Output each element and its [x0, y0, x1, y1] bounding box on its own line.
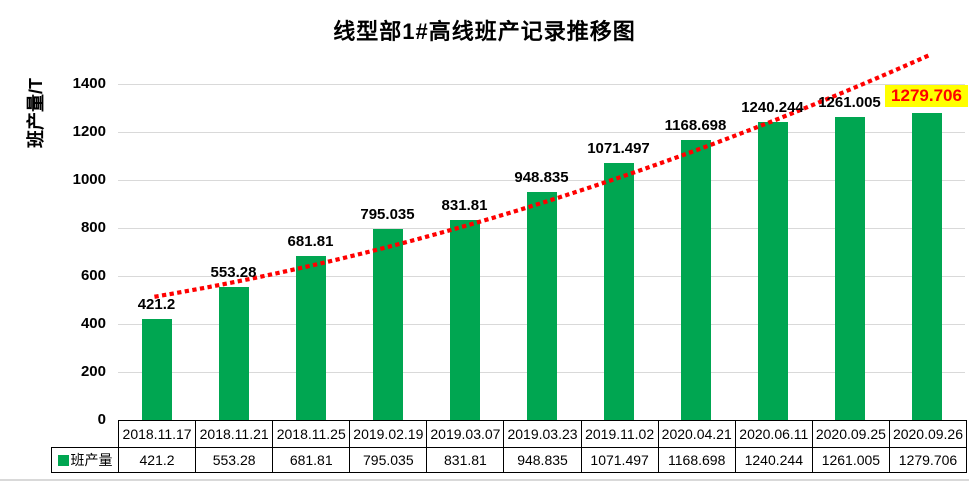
- y-tick-label: 200: [80, 363, 106, 380]
- bar-data-label: 1240.244: [713, 99, 833, 116]
- chart-title: 线型部1#高线班产记录推移图: [333, 19, 636, 44]
- bar-data-label-text: 1240.244: [741, 99, 804, 117]
- table-value-cell: 795.035: [350, 448, 428, 472]
- table-legend-cell: 班产量: [52, 448, 119, 472]
- bar-data-label: 1168.698: [636, 117, 756, 134]
- table-value-cell: 1279.706: [898, 452, 958, 468]
- bar-data-label: 831.81: [405, 197, 525, 214]
- y-tick-label: 1200: [72, 123, 106, 140]
- bar: [141, 318, 172, 420]
- table-date-cell: 2018.11.17: [119, 421, 197, 447]
- bottom-edge-line: [0, 479, 969, 481]
- y-axis-title: 班产量/T: [26, 78, 46, 148]
- bar-data-label-text: 1071.497: [587, 139, 650, 157]
- bar-data-label: 681.81: [251, 233, 371, 250]
- table-value-cell: 421.2: [119, 448, 197, 472]
- bar: [834, 117, 865, 420]
- bar-data-label-text: 553.28: [210, 264, 257, 282]
- bar-data-label-text: 681.81: [287, 233, 334, 251]
- bar-data-label: 1279.706: [867, 84, 969, 107]
- bar: [218, 287, 249, 420]
- y-tick-label: 1400: [72, 75, 106, 92]
- bar: [603, 162, 634, 420]
- table-value-cell: 553.28: [196, 448, 274, 472]
- table-date-cell: 2019.02.19: [350, 421, 428, 447]
- bar: [449, 220, 480, 420]
- bar-data-label-text: 1168.698: [664, 116, 727, 134]
- bar-data-label: 421.2: [97, 296, 217, 313]
- bar: [526, 192, 557, 420]
- y-tick-label: 600: [80, 267, 106, 284]
- table-value-cell: 681.81: [273, 448, 351, 472]
- gridline: [118, 83, 965, 85]
- table-value-cell: 1240.244: [736, 448, 813, 472]
- table-date-cell: 2019.03.07: [427, 421, 505, 447]
- y-tick-label: 1000: [72, 171, 106, 188]
- bar-data-label-text: 948.835: [514, 169, 569, 187]
- table-date-cell: 2019.11.02: [582, 421, 659, 447]
- legend-label: 班产量: [70, 452, 113, 468]
- legend-marker-icon: [57, 454, 69, 466]
- table-value-cell: 1261.005: [813, 448, 890, 472]
- bar: [372, 229, 403, 420]
- table-date-cell: 2018.11.21: [196, 421, 274, 447]
- table-date-cell: 2018.11.25: [273, 421, 351, 447]
- table-value-cell: 831.81: [427, 448, 505, 472]
- table-date-cell: 2019.03.23: [504, 421, 582, 447]
- table-value-row: 班产量 421.2 553.28 681.81 795.035 831.81 948.835…: [51, 447, 967, 473]
- y-tick-label: 800: [80, 219, 106, 236]
- table-header-row: 2018.11.17 2018.11.21 2018.11.25 2019.02.19…: [118, 420, 967, 447]
- bar-data-label: 1071.497: [559, 140, 679, 157]
- bar-data-label: 795.035: [328, 206, 448, 223]
- bar-data-label-text: 831.81: [441, 197, 488, 215]
- bar: [295, 256, 326, 420]
- bar-data-label-text: 1279.706: [885, 84, 968, 107]
- bar-data-label-text: 1261.005: [818, 94, 881, 112]
- bar-data-label: 948.835: [482, 169, 602, 186]
- table-date-cell: 2020.06.11: [736, 421, 813, 447]
- bar-data-label: 553.28: [174, 264, 294, 281]
- bar: [911, 112, 942, 420]
- table-date-cell: 2020.09.25: [813, 421, 890, 447]
- table-date-cell: 2020.04.21: [659, 421, 736, 447]
- table-date-cell: 2020.09.26: [892, 426, 964, 442]
- bar: [680, 139, 711, 420]
- table-value-cell: 948.835: [504, 448, 582, 472]
- bar: [757, 122, 788, 420]
- bar-data-label-text: 795.035: [360, 206, 415, 224]
- table-value-cell: 1168.698: [659, 448, 736, 472]
- y-tick-label: 0: [97, 411, 106, 428]
- bar-data-label: 1261.005: [790, 94, 910, 111]
- bar-data-label-text: 421.2: [137, 295, 176, 313]
- table-value-cell: 1071.497: [582, 448, 659, 472]
- y-tick-label: 400: [80, 315, 106, 332]
